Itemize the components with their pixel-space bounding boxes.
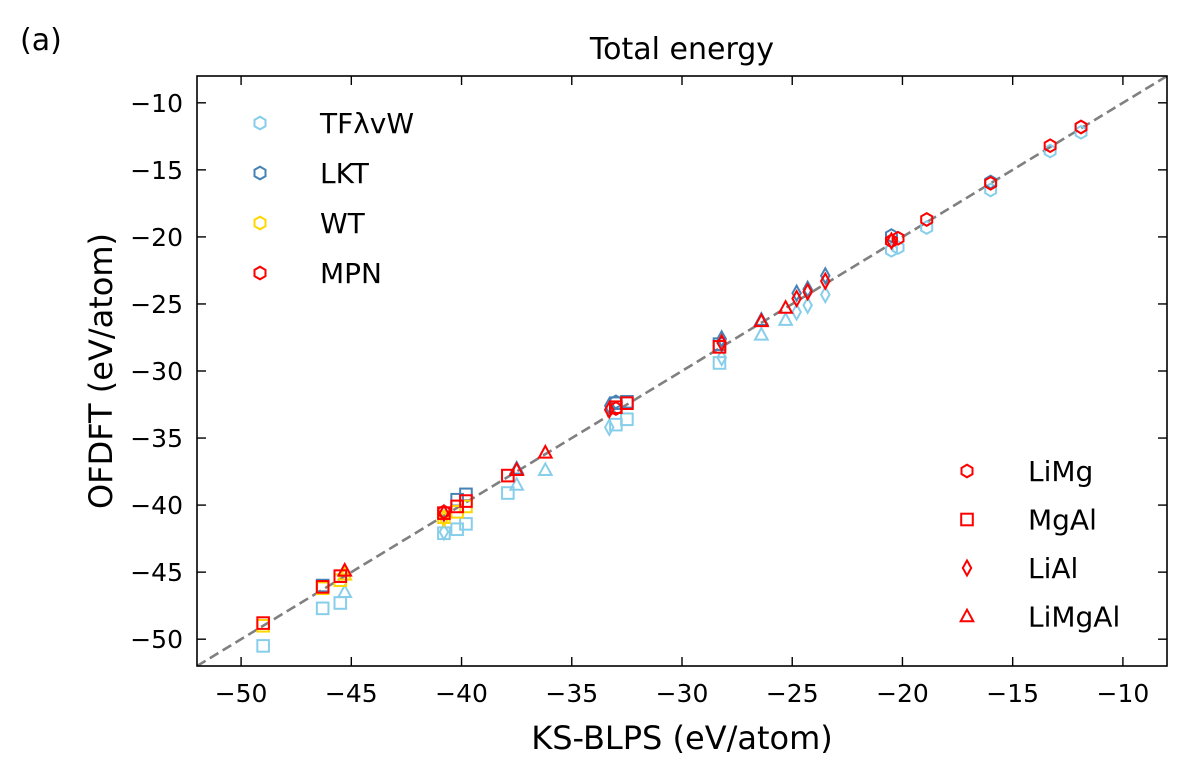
data-point [920,212,934,227]
y-tick-label: −40 [130,491,183,520]
data-point [753,312,770,328]
x-tick-label: −25 [766,679,819,708]
plot-frame [196,75,1168,667]
data-point [501,486,515,500]
legend-label: WT [320,207,366,240]
data-point [819,285,831,305]
data-point [508,461,525,477]
legend-marker [253,265,267,281]
data-point [716,348,728,368]
x-tick-label: −50 [215,679,268,708]
data-point [777,299,794,314]
x-tick-label: −15 [986,679,1039,708]
data-point [537,461,554,477]
data-point [603,417,615,437]
legend-marker [253,165,267,181]
data-point [459,517,473,531]
data-point [791,289,802,309]
y-tick-label: −30 [130,357,183,386]
reference-line [197,76,1167,666]
data-point [438,503,450,523]
data-point [256,639,270,653]
data-point [819,271,831,291]
legend-label: LiMgAl [1028,601,1120,634]
y-tick-label: −15 [130,156,183,185]
x-tick-label: −40 [435,679,488,708]
data-point [885,242,898,258]
x-tick-label: −45 [325,679,378,708]
legend-label: LiMg [1028,455,1093,488]
data-point [315,580,330,594]
data-point [459,494,473,508]
data-point [802,295,814,315]
x-tick-label: −35 [545,679,598,708]
data-point [620,396,634,410]
data-point [802,279,814,299]
legend-marker [961,558,973,578]
y-axis-label: OFDFT (eV/atom) [82,233,120,509]
y-tick-label: −35 [130,424,183,453]
y-tick-label: −25 [130,290,183,319]
y-tick-label: −20 [130,223,183,252]
data-points [256,119,1088,653]
legend-label: TFλvW [319,107,414,140]
y-tick-label: −45 [130,558,183,587]
data-point [336,561,353,577]
legend-marker [960,463,974,479]
data-point [603,400,615,420]
legend-marker [253,115,267,131]
data-point [1043,138,1057,154]
legend-marker [960,512,974,527]
data-point [886,231,897,251]
x-tick-label: −30 [656,679,709,708]
legend-label: MgAl [1028,504,1097,537]
data-point [508,476,525,491]
data-point [819,266,831,286]
y-tick-label: −10 [130,89,183,118]
data-point [984,174,998,190]
data-point [256,616,270,630]
legend-label: LKT [320,157,370,190]
data-point [315,601,330,616]
data-point [537,443,554,459]
legend-label: LiAl [1028,552,1078,585]
axes-ticks: −50 −45 −40 −35 −30 −25 −20 −15 −10 −50 −45 −40 −35 −… [130,76,1167,708]
data-point [336,583,353,599]
legend-functionals: TFλvW LKT WT MPN [253,107,414,290]
data-point [438,522,450,542]
data-point [716,329,728,349]
legend-systems: LiMg MgAl LiAl LiMgAl [959,455,1120,634]
data-point [712,356,727,370]
data-point [791,283,802,303]
data-point [920,220,934,235]
data-point [336,565,353,581]
data-point [716,333,728,353]
legend-marker [959,607,975,623]
data-point [802,282,814,302]
data-point [791,302,802,322]
data-point [333,596,348,610]
chart-title: Total energy [589,32,774,67]
data-point [1074,119,1088,135]
x-tick-label: −10 [1097,679,1150,708]
data-point [984,175,998,191]
panel-label: (a) [20,23,62,58]
data-point [620,412,634,427]
legend-marker [253,215,267,231]
data-point [753,325,770,341]
y-tick-label: −50 [130,625,183,654]
legend-label: MPN [320,257,382,290]
x-axis-label: KS-BLPS (eV/atom) [531,719,833,757]
data-point [777,311,794,326]
x-tick-label: −20 [876,679,929,708]
